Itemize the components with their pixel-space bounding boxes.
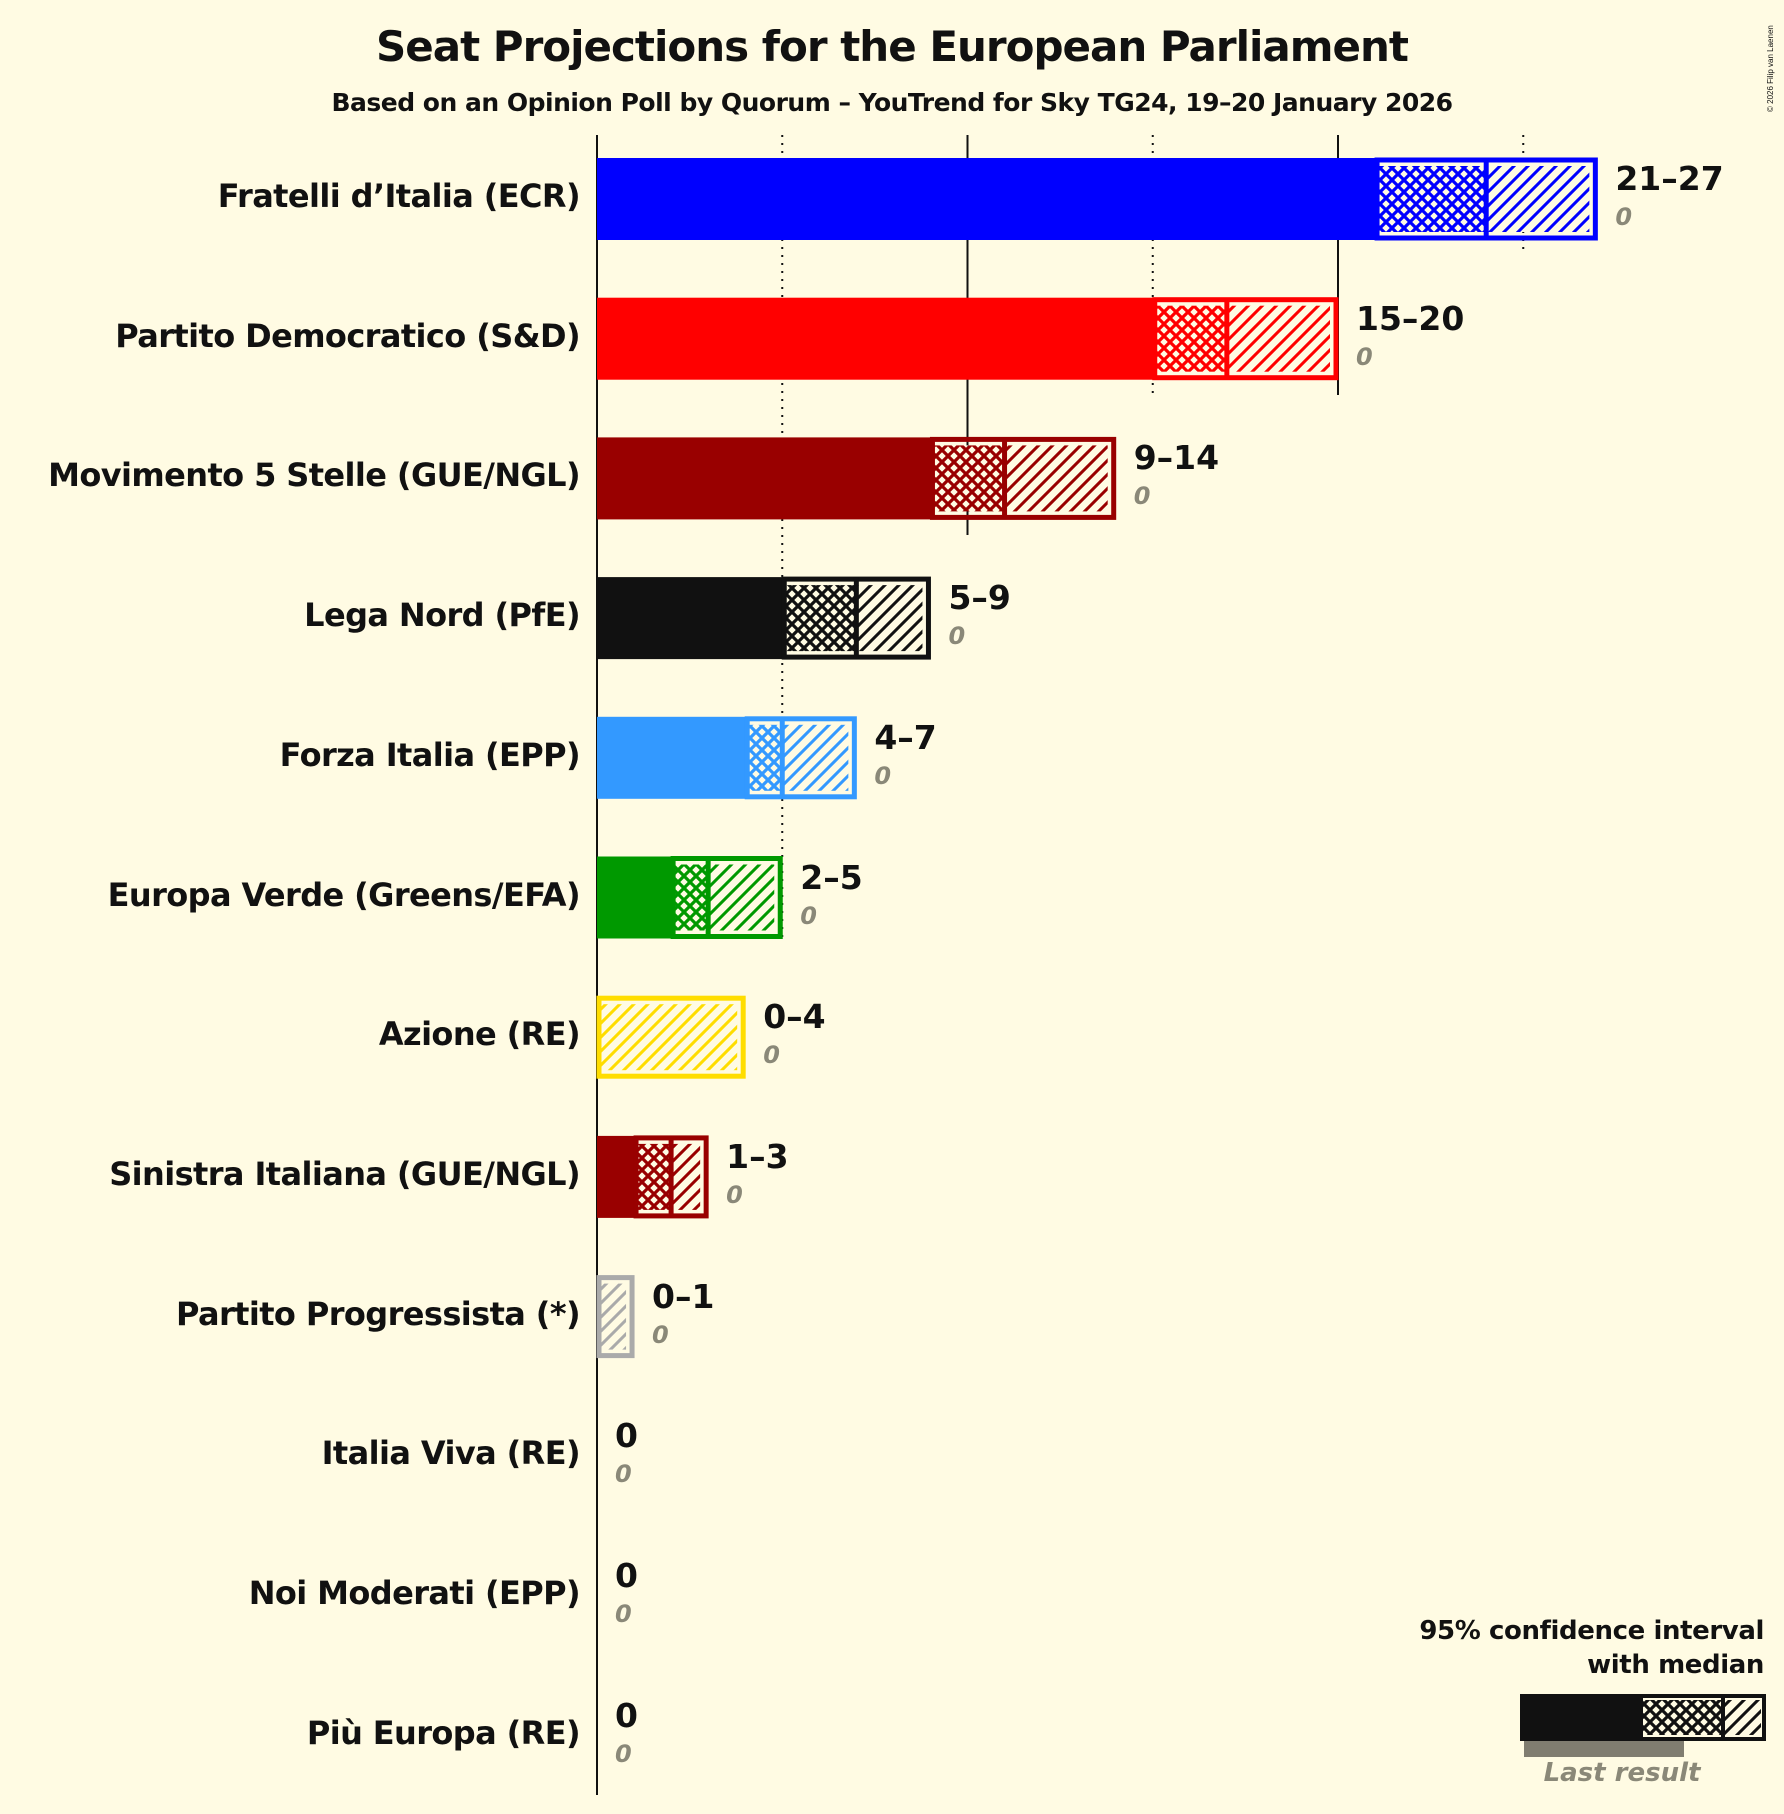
bar-group — [597, 576, 931, 660]
party-label: Azione (RE) — [378, 1015, 581, 1054]
bar-ci-lower — [930, 445, 1005, 512]
last-result-label: 0 — [652, 1320, 669, 1349]
last-result-label: 0 — [726, 1180, 743, 1209]
bar-ci-upper — [597, 1283, 627, 1350]
bar-ci-upper — [856, 585, 923, 652]
last-result-label: 0 — [615, 1460, 632, 1489]
seat-range-label: 15–20 — [1356, 298, 1465, 338]
party-label: Noi Moderati (EPP) — [248, 1574, 581, 1612]
bar-group — [597, 716, 857, 800]
seat-range-label: 0 — [615, 1695, 638, 1735]
bar-outline — [1152, 297, 1339, 381]
last-result-label: 0 — [763, 1041, 780, 1070]
seat-range-label: 0 — [615, 1416, 638, 1456]
bar-group — [597, 297, 1339, 381]
bar-solid — [597, 716, 746, 799]
bar-ci-lower — [1152, 305, 1227, 372]
bar-solid — [597, 437, 931, 520]
bar-outline — [744, 716, 857, 800]
seat-range-label: 21–27 — [1615, 159, 1724, 198]
bar-ci-upper — [671, 1143, 701, 1210]
legend-crosshatch — [1643, 1700, 1723, 1735]
legend-last-result-label: Last result — [1543, 1758, 1701, 1788]
legend-solid — [1521, 1695, 1643, 1740]
seat-range-label: 5–9 — [948, 578, 1011, 618]
bar-ci-upper — [1004, 445, 1108, 512]
seat-range-label: 4–7 — [874, 717, 937, 757]
party-label: Lega Nord (PfE) — [304, 596, 580, 635]
party-label: Sinistra Italiana (GUE/NGL) — [109, 1154, 580, 1193]
seat-range-label: 1–3 — [726, 1136, 789, 1176]
bar-ci-lower — [745, 724, 783, 791]
legend-outline — [1520, 1694, 1766, 1741]
bar-solid — [597, 158, 1376, 240]
legend-title: 95% confidence interval with median — [1419, 1614, 1764, 1682]
last-result-label: 0 — [800, 901, 817, 930]
last-result-label: 0 — [615, 1739, 632, 1768]
bar-group — [597, 157, 1598, 241]
chart-title: Seat Projections for the European Parlia… — [376, 22, 1409, 71]
chart-subtitle: Based on an Opinion Poll by Quorum – You… — [331, 88, 1453, 117]
bar-group — [597, 856, 783, 939]
bar-group — [596, 1275, 635, 1359]
bar-solid — [597, 577, 783, 660]
party-label: Partito Progressista (*) — [176, 1294, 581, 1333]
bar-solid — [597, 297, 1153, 380]
bar-ci-upper — [1486, 166, 1590, 232]
party-label: Movimento 5 Stelle (GUE/NGL) — [48, 456, 580, 495]
bar-ci-lower — [782, 585, 857, 652]
party-label: Europa Verde (Greens/EFA) — [107, 875, 581, 914]
party-label: Italia Viva (RE) — [321, 1434, 581, 1473]
legend-line-1: 95% confidence interval — [1419, 1616, 1764, 1646]
seat-range-label: 0–4 — [763, 997, 826, 1037]
last-result-label: 0 — [1615, 203, 1633, 231]
seat-range-label: 0 — [615, 1556, 638, 1595]
bar-outline — [596, 1275, 635, 1359]
bar-outline — [596, 995, 746, 1079]
legend-hatch — [1725, 1700, 1761, 1735]
bar-group — [597, 1135, 709, 1219]
party-label: Fratelli d’Italia (ECR) — [217, 177, 581, 215]
bar-ci-upper — [1226, 305, 1330, 372]
seat-range-label: 9–14 — [1133, 438, 1220, 478]
last-result-label: 0 — [1133, 482, 1151, 511]
bar-ci-lower — [634, 1143, 672, 1210]
party-label: Partito Democratico (S&D) — [115, 316, 580, 355]
bar-ci-lower — [1375, 166, 1487, 232]
last-result-label: 0 — [948, 622, 966, 651]
legend-line-2: with median — [1587, 1650, 1764, 1680]
bar-outline — [929, 436, 1117, 520]
last-result-label: 0 — [615, 1600, 632, 1628]
seat-range-label: 2–5 — [800, 857, 863, 897]
bar-group — [596, 995, 746, 1079]
bar-ci-lower — [671, 864, 709, 931]
seat-range-label: 0–1 — [652, 1276, 715, 1316]
last-result-label: 0 — [874, 761, 892, 790]
bar-ci-upper — [708, 864, 775, 931]
last-result-label: 0 — [1356, 342, 1373, 371]
legend-last-result-bar — [1524, 1740, 1684, 1757]
bar-solid — [597, 856, 672, 939]
bar-group — [597, 436, 1117, 520]
bar-solid — [597, 1135, 635, 1218]
bar-ci-upper — [782, 724, 849, 791]
legend-sample — [1520, 1694, 1766, 1757]
bar-ci-upper — [597, 1004, 738, 1071]
party-label: Forza Italia (EPP) — [279, 735, 581, 774]
party-label: Più Europa (RE) — [306, 1713, 581, 1752]
bar-outline — [670, 856, 783, 939]
